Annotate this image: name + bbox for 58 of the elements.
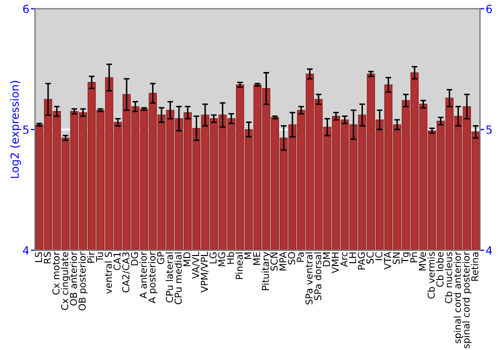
- x-tick-label: Cx motor: [52, 252, 60, 295]
- x-tick-label: OB posterior: [78, 252, 88, 310]
- x-tick-label: SC: [366, 252, 374, 264]
- x-tick-label: M: [244, 252, 252, 259]
- x-tick-label: LG: [209, 252, 217, 264]
- x-tick-label: ME: [253, 252, 260, 265]
- x-tick-label: VTA: [384, 252, 391, 270]
- x-tick-label: DG: [130, 252, 138, 266]
- x-tick-label: RS: [44, 252, 51, 264]
- x-tick-label: CA1: [113, 252, 121, 270]
- x-tick-label: Cb nucleus: [444, 252, 452, 304]
- y-axis-title: Log2 (expression): [10, 80, 21, 178]
- x-tick-label: spinal cord anterior: [454, 252, 463, 344]
- x-tick-label: SPa dorsal: [314, 252, 322, 300]
- x-tick-label: VPM/VPL: [200, 252, 209, 292]
- x-tick-label: IC: [375, 252, 382, 260]
- x-tick-label: MG: [218, 252, 226, 266]
- x-tick-label: Pn: [410, 252, 418, 262]
- x-tick-label: Pir: [87, 252, 94, 263]
- x-tick-label: Cx cingulate: [60, 252, 70, 310]
- x-tick-label: CPu lateral: [166, 252, 173, 302]
- x-tick-label: SCN: [270, 252, 278, 271]
- x-tick-label: OB anterior: [70, 252, 78, 306]
- x-tick-label: VA/VL: [192, 252, 200, 279]
- x-tick-label: Pituitary: [262, 252, 271, 290]
- x-tick-label: Pa: [296, 252, 304, 262]
- y-tick-label: 5: [23, 126, 28, 134]
- x-tick-label: SO: [288, 252, 296, 264]
- x-tick-label: Pineal: [235, 252, 243, 280]
- x-tick-label: Tu: [96, 252, 104, 262]
- x-tick-label: Hb: [226, 252, 234, 264]
- x-tick-label: spinal cord posterior: [462, 252, 472, 348]
- x-tick-label: PAG: [358, 252, 365, 270]
- x-tick-label: MVe: [419, 252, 426, 270]
- y-tick-label: 4: [22, 246, 29, 254]
- x-tick-label: LS: [34, 252, 42, 262]
- y2-tick-label: 4: [486, 246, 492, 254]
- y-tick-label: 6: [23, 4, 29, 14]
- x-tick-label: Cb vermis: [427, 252, 435, 299]
- x-tick-label: SN: [392, 252, 400, 264]
- x-tick-label: ventral S: [104, 252, 112, 294]
- x-tick-label: SPa ventral: [305, 252, 313, 304]
- y2-tick-label: 5: [486, 126, 492, 134]
- x-tick-label: MPA: [279, 252, 286, 270]
- x-tick-label: Tg: [402, 252, 410, 264]
- x-tick-label: DM: [323, 252, 330, 266]
- x-tick-label: GP: [157, 252, 164, 264]
- x-tick-label: Arc: [340, 252, 348, 267]
- x-tick-label: A posterior: [148, 252, 158, 304]
- x-tick-label: Cb lobe: [436, 252, 444, 287]
- x-tick-label: VMH: [332, 252, 339, 274]
- x-tick-label: Retina: [471, 252, 478, 281]
- x-tick-label: LH: [349, 252, 356, 264]
- y2-tick-label: 6: [486, 4, 492, 14]
- x-tick-label: A anterior: [140, 252, 147, 298]
- x-tick-label: MD: [183, 252, 190, 266]
- x-tick-label: CA2/CA3: [122, 252, 130, 292]
- x-tick-label: CPu medial: [174, 252, 182, 304]
